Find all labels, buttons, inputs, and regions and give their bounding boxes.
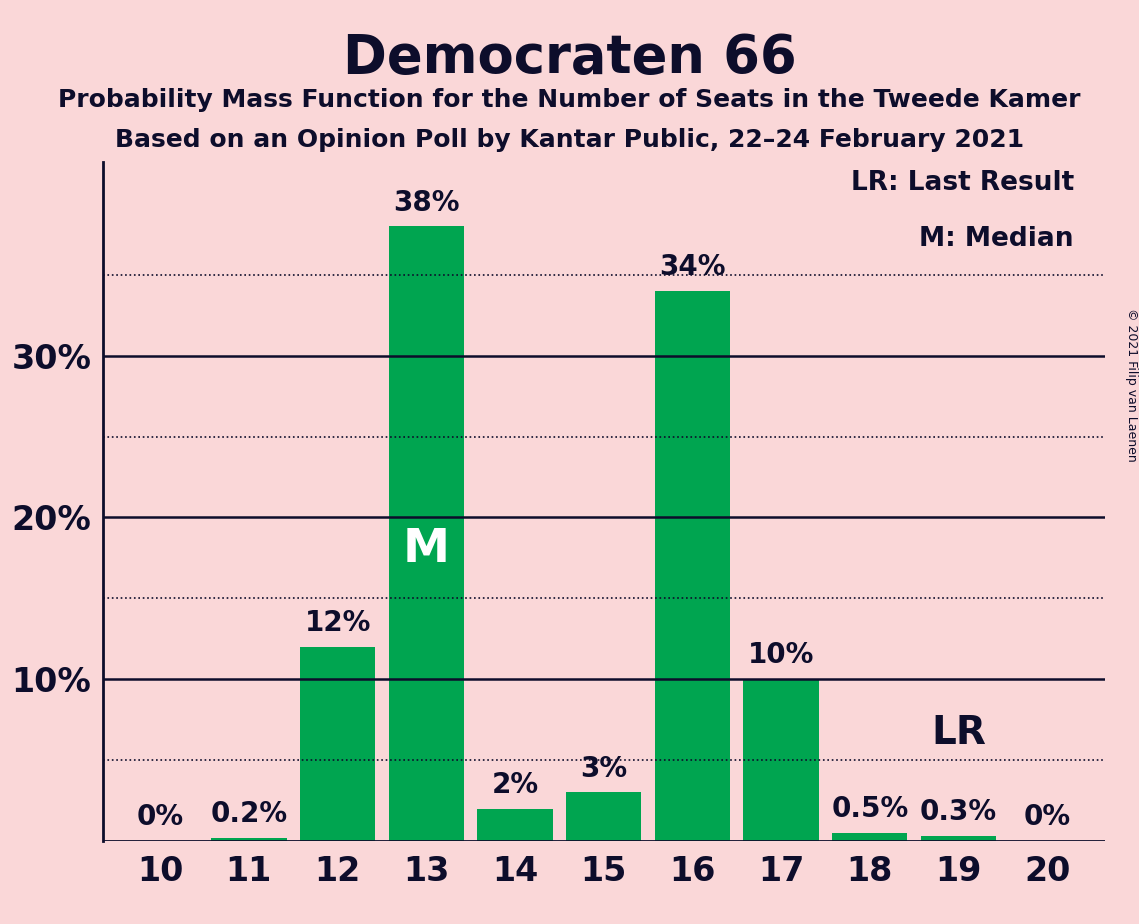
Text: LR: LR (931, 714, 986, 752)
Text: © 2021 Filip van Laenen: © 2021 Filip van Laenen (1124, 309, 1138, 462)
Text: 0.3%: 0.3% (920, 798, 997, 826)
Text: 0.5%: 0.5% (831, 795, 909, 823)
Text: Democraten 66: Democraten 66 (343, 32, 796, 84)
Text: 3%: 3% (580, 755, 628, 783)
Bar (655, 291, 730, 841)
Bar (388, 226, 464, 841)
Text: 38%: 38% (393, 188, 459, 217)
Text: Based on an Opinion Poll by Kantar Public, 22–24 February 2021: Based on an Opinion Poll by Kantar Publi… (115, 128, 1024, 152)
Bar (566, 793, 641, 841)
Text: 0%: 0% (1024, 803, 1071, 832)
Text: 10%: 10% (748, 641, 814, 669)
Text: 2%: 2% (491, 771, 539, 798)
Text: M: M (403, 528, 450, 572)
Bar (920, 836, 997, 841)
Text: M: Median: M: Median (919, 226, 1074, 252)
Bar (744, 679, 819, 841)
Text: 12%: 12% (304, 609, 371, 638)
Text: 0.2%: 0.2% (211, 800, 287, 828)
Text: Probability Mass Function for the Number of Seats in the Tweede Kamer: Probability Mass Function for the Number… (58, 88, 1081, 112)
Text: 0%: 0% (137, 803, 183, 832)
Text: LR: Last Result: LR: Last Result (851, 170, 1074, 196)
Text: 34%: 34% (659, 253, 726, 282)
Bar (211, 838, 287, 841)
Bar (477, 808, 552, 841)
Bar (300, 647, 375, 841)
Bar (833, 833, 908, 841)
